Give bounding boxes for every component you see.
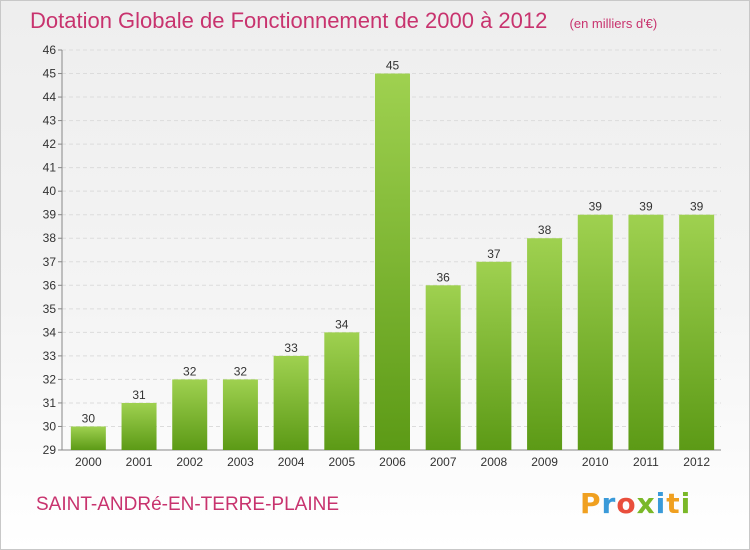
x-tick-label: 2012	[683, 455, 710, 469]
bar-2004	[273, 355, 309, 450]
bar-value-label: 39	[690, 200, 704, 214]
y-tick-label: 42	[43, 137, 57, 151]
commune-name: SAINT-ANDRé-EN-TERRE-PLAINE	[36, 494, 339, 515]
logo-letter: x	[636, 487, 656, 520]
bar-2011	[628, 214, 664, 450]
bars	[70, 73, 715, 450]
x-tick-label: 2001	[126, 455, 153, 469]
logo-letter: o	[616, 487, 637, 520]
x-tick-label: 2008	[481, 455, 508, 469]
y-tick-label: 39	[43, 208, 57, 222]
y-tick-label: 34	[43, 325, 57, 339]
x-tick-label: 2003	[227, 455, 254, 469]
y-tick-label: 35	[43, 302, 57, 316]
bar-2010	[577, 214, 613, 450]
bar-value-label: 31	[132, 388, 146, 402]
y-tick-label: 30	[43, 419, 57, 433]
chart-title: Dotation Globale de Fonctionnement de 20…	[30, 8, 657, 34]
y-tick-label: 41	[43, 161, 57, 175]
bar-value-label: 32	[234, 364, 248, 378]
logo-letter: t	[666, 487, 681, 520]
bar-2000	[70, 426, 106, 450]
y-tick-label: 33	[43, 349, 57, 363]
proxiti-logo[interactable]: Proxiti	[580, 487, 691, 520]
y-tick-label: 45	[43, 67, 57, 81]
bar-value-label: 32	[183, 364, 197, 378]
y-tick-label: 32	[43, 372, 57, 386]
bar-value-label: 34	[335, 317, 349, 331]
x-tick-label: 2004	[278, 455, 305, 469]
y-tick-label: 38	[43, 231, 57, 245]
y-tick-label: 31	[43, 396, 57, 410]
bar-2006	[375, 73, 410, 450]
bar-2009	[527, 238, 563, 450]
x-tick-label: 2009	[531, 455, 558, 469]
logo-letter: i	[680, 487, 692, 520]
y-tick-label: 44	[43, 90, 57, 104]
bar-2008	[476, 261, 512, 450]
bar-value-label: 45	[386, 59, 400, 73]
y-tick-label: 29	[43, 443, 57, 457]
y-tick-label: 43	[43, 114, 57, 128]
x-tick-label: 2010	[582, 455, 609, 469]
chart-unit: (en milliers d'€)	[569, 16, 658, 31]
logo-letter: P	[580, 487, 602, 520]
y-tick-label: 36	[43, 278, 57, 292]
bar-value-label: 39	[639, 200, 653, 214]
x-tick-label: 2006	[379, 455, 406, 469]
y-tick-label: 40	[43, 184, 57, 198]
y-tick-label: 37	[43, 255, 57, 269]
logo-letter: r	[601, 487, 617, 520]
bar-2012	[679, 214, 715, 450]
bar-2003	[222, 379, 258, 450]
bar-value-label: 36	[437, 270, 451, 284]
y-tick-label: 46	[43, 43, 57, 57]
x-tick-label: 2011	[633, 455, 659, 469]
x-tick-label: 2000	[75, 455, 102, 469]
bar-value-label: 33	[284, 341, 298, 355]
bar-value-label: 30	[82, 411, 96, 425]
bar-value-label: 37	[487, 247, 501, 261]
bar-value-label: 39	[589, 200, 603, 214]
bar-2005	[324, 332, 360, 450]
bar-2007	[425, 285, 461, 450]
x-tick-label: 2007	[430, 455, 457, 469]
bar-2001	[121, 402, 157, 450]
x-tick-label: 2002	[176, 455, 203, 469]
chart-title-text: Dotation Globale de Fonctionnement de 20…	[30, 8, 548, 33]
logo-letter: i	[655, 487, 667, 520]
bar-value-label: 38	[538, 223, 552, 237]
labels: 29 30 31 32 33 34 35 36 37 38 39 40 41 42 43 44 45 46 30 20…	[43, 43, 711, 469]
bar-2002	[172, 379, 208, 450]
x-tick-label: 2005	[328, 455, 355, 469]
